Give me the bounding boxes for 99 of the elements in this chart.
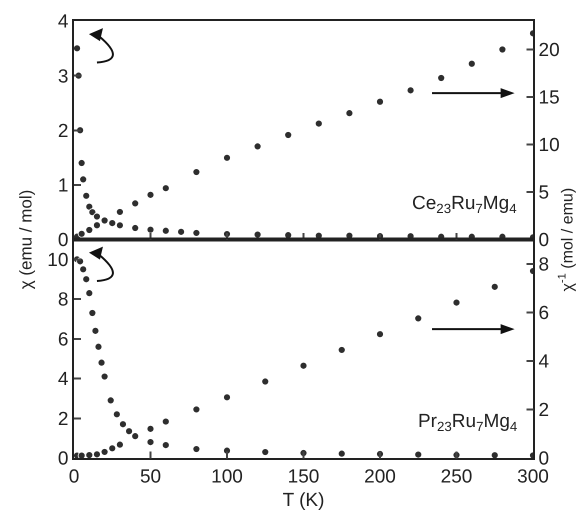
point [131, 432, 140, 440]
point [100, 372, 108, 380]
point [74, 44, 81, 52]
point [119, 420, 127, 428]
point [498, 46, 506, 54]
point [314, 120, 323, 128]
y-tick-label: 2 [58, 120, 68, 142]
y2-tick-label: 0 [538, 230, 550, 252]
point [261, 448, 270, 456]
y2-tick-label: 20 [538, 40, 560, 62]
y2-tick-label: 5 [538, 182, 550, 204]
point [284, 131, 292, 139]
y2-tick-label: 2 [538, 400, 550, 422]
point [376, 98, 384, 106]
point [490, 282, 499, 291]
point [79, 176, 88, 184]
point [192, 168, 200, 176]
y-tick-label: 6 [58, 329, 68, 350]
point [414, 450, 422, 458]
point [254, 230, 262, 238]
point [85, 289, 94, 298]
point [452, 298, 460, 307]
point [88, 309, 96, 317]
point [146, 424, 154, 433]
y-tick-label: 1 [58, 176, 68, 197]
point [85, 226, 94, 234]
point [177, 228, 185, 236]
point [162, 184, 170, 192]
point [223, 154, 231, 162]
point [131, 200, 140, 208]
y2-tick-label: 15 [538, 88, 560, 109]
y-tick-label: 4 [58, 369, 69, 390]
point [85, 451, 94, 458]
y-tick-label: 0 [58, 448, 68, 470]
point [162, 418, 170, 426]
point [192, 229, 200, 237]
point [100, 216, 108, 224]
point [88, 208, 96, 216]
point [78, 230, 86, 238]
x-tick-label: 100 [211, 466, 243, 488]
x-tick-label: 150 [288, 466, 320, 488]
point [300, 362, 308, 370]
y-axis-title: χ (emu / mol) [16, 190, 36, 290]
point [437, 74, 446, 82]
x-tick-label: 50 [140, 466, 162, 488]
point [78, 159, 86, 167]
point [116, 440, 124, 449]
point [125, 427, 133, 436]
point [261, 378, 270, 386]
point [82, 275, 90, 284]
point [192, 445, 200, 453]
point [414, 314, 422, 322]
point [78, 452, 86, 458]
point [93, 450, 101, 458]
point [94, 342, 102, 351]
x-tick-label: 200 [364, 466, 396, 488]
point [146, 438, 154, 446]
point [92, 326, 100, 335]
point [223, 393, 231, 402]
point [82, 192, 90, 200]
annotation: Pr$_{23}$Ru$_{7}$Mg$_{4}$ [418, 411, 518, 434]
point [93, 221, 101, 230]
y2-tick-label: 6 [538, 302, 550, 324]
point [254, 142, 262, 150]
point [346, 109, 354, 118]
y-tick-label: 2 [58, 408, 68, 430]
point [106, 396, 115, 404]
y2-tick-label: 4 [538, 352, 550, 373]
y2-tick-label: 8 [538, 254, 550, 276]
point [79, 265, 88, 274]
point [112, 410, 121, 418]
x-tick-label: 250 [440, 466, 472, 488]
point [146, 226, 154, 234]
x-axis-title: T (K) [282, 490, 324, 511]
point [108, 219, 116, 228]
y-tick-label: 4 [58, 12, 69, 33]
point [406, 86, 414, 94]
point [98, 358, 106, 367]
point [162, 226, 170, 235]
y-tick-label: 3 [58, 66, 68, 88]
point [162, 441, 170, 449]
point [468, 60, 476, 68]
y-tick-label: 0 [58, 230, 68, 252]
point [338, 346, 346, 354]
annotation: Ce$_{23}$Ru$_{7}$Mg$_{4}$ [412, 193, 517, 216]
point [116, 221, 124, 230]
y-tick-label: 10 [47, 250, 68, 272]
point [93, 212, 101, 220]
point [100, 448, 108, 456]
point [116, 208, 124, 216]
y-tick-label: 8 [58, 290, 68, 311]
point [338, 450, 346, 458]
point [490, 451, 499, 458]
point [192, 406, 200, 414]
point [131, 224, 140, 232]
y2-tick-label: 10 [538, 135, 560, 156]
point [376, 330, 384, 338]
point [146, 190, 154, 199]
point [108, 444, 116, 452]
